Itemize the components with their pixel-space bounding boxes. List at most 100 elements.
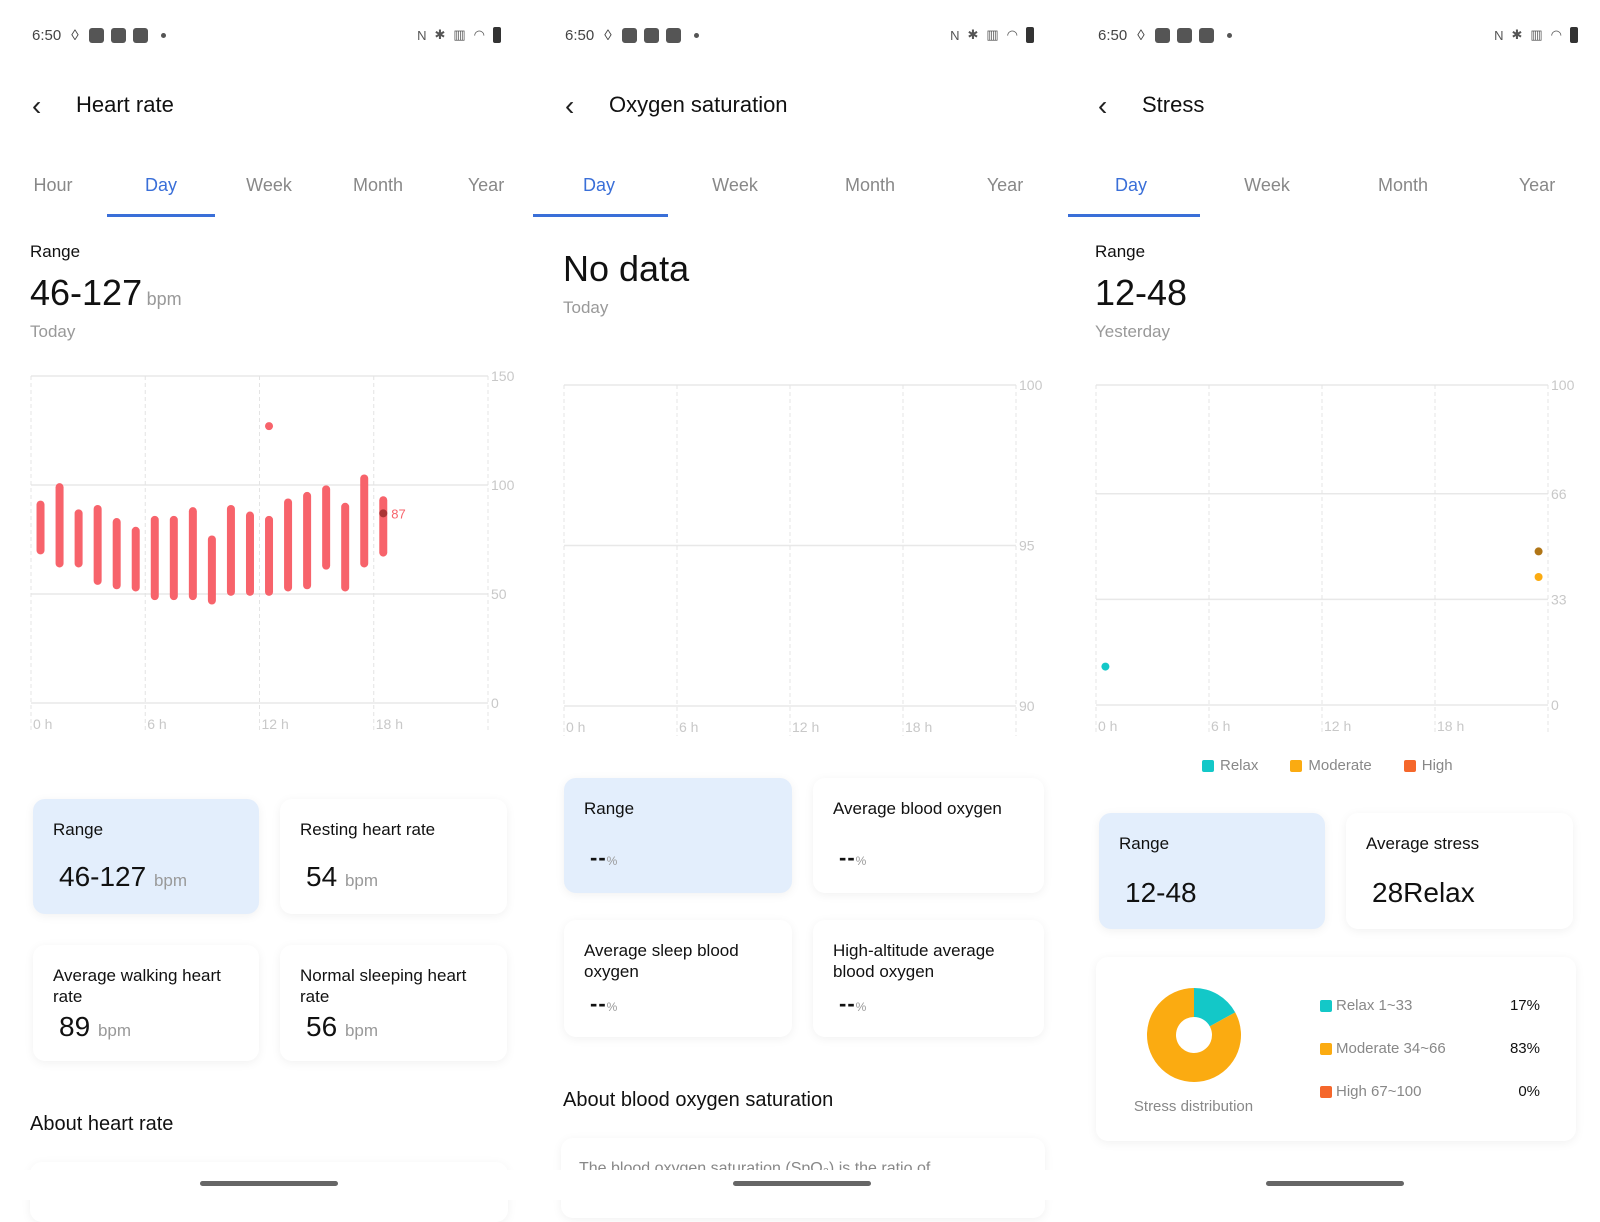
- stress-point: [1101, 662, 1110, 671]
- bluetooth-icon: ✱: [1511, 27, 1523, 42]
- notification-icon: [643, 27, 659, 43]
- tab-hour[interactable]: Hour: [33, 175, 73, 195]
- card-label: Average walking heart rate: [53, 966, 221, 1006]
- card-label: Range: [1119, 834, 1170, 853]
- oxygen-saturation-screen: 6:50 ◊ N ✱ ▥ ◠ ‹ Oxygen saturation Day Week…: [533, 0, 1066, 1218]
- legend-moderate: Moderate: [1290, 757, 1372, 774]
- card-unit: bpm: [153, 871, 188, 890]
- tab-year[interactable]: Year: [986, 175, 1024, 195]
- x-tick-label: 12 h: [792, 719, 819, 735]
- heart-rate-screen: 6:50 ◊ N ✱ ▥ ◠ ‹ Heart rate Hour Day Week M…: [0, 0, 533, 1222]
- x-tick-label: 18 h: [905, 719, 932, 735]
- tab-month[interactable]: Month: [1377, 175, 1429, 195]
- tab-day[interactable]: Day: [144, 175, 178, 195]
- y-tick-label: 90: [1019, 698, 1035, 714]
- range-card[interactable]: Range --%: [564, 778, 792, 893]
- card-label: Range: [53, 820, 104, 839]
- location-icon: ◊: [604, 26, 612, 44]
- distribution-label: Relax 1~33: [1336, 997, 1413, 1014]
- more-notifications-icon: [1226, 32, 1232, 38]
- distribution-row: Relax 1~33 17%: [1320, 997, 1540, 1014]
- oxygen-chart[interactable]: 90 95 100 0 h 6 h 12 h 18 h: [533, 360, 1066, 740]
- card-label: Average stress: [1366, 834, 1480, 853]
- y-tick-label: 66: [1551, 486, 1567, 502]
- tab-month[interactable]: Month: [844, 175, 896, 195]
- legend-relax: Relax: [1202, 757, 1258, 774]
- back-button[interactable]: ‹: [1098, 90, 1108, 121]
- distribution-percent: 17%: [1509, 997, 1540, 1014]
- card-unit: bpm: [344, 871, 379, 890]
- home-indicator[interactable]: [733, 1181, 871, 1186]
- stress-point: [1534, 547, 1543, 556]
- notification-icon: [88, 27, 104, 43]
- card-unit: %: [606, 1000, 618, 1014]
- heart-rate-chart[interactable]: 0 50 100 150 0 h 6 h 12 h 18 h 87: [0, 360, 533, 740]
- tab-month[interactable]: Month: [352, 175, 404, 195]
- page-title: Stress: [1142, 92, 1205, 117]
- notification-icon: [132, 27, 148, 43]
- resting-heart-rate-card[interactable]: Resting heart rate 54 bpm: [280, 799, 507, 914]
- vibrate-icon: ▥: [453, 27, 466, 42]
- x-tick-label: 0 h: [1098, 718, 1117, 734]
- distribution-label: Moderate 34~66: [1336, 1040, 1446, 1057]
- location-icon: ◊: [1137, 26, 1145, 44]
- distribution-percent: 0%: [1518, 1083, 1540, 1100]
- high-altitude-blood-oxygen-card[interactable]: High-altitude average blood oxygen --%: [813, 920, 1044, 1037]
- status-time: 6:50: [32, 26, 62, 44]
- walking-heart-rate-card[interactable]: Average walking heart rate 89 bpm: [33, 945, 259, 1061]
- range-card[interactable]: Range 12-48: [1099, 813, 1325, 929]
- vibrate-icon: ▥: [986, 27, 999, 42]
- y-tick-label: 33: [1551, 591, 1567, 607]
- card-value: --: [590, 845, 607, 870]
- summary-date: Yesterday: [1095, 322, 1170, 341]
- distribution-title: Stress distribution: [1133, 1098, 1254, 1115]
- range-card[interactable]: Range 46-127 bpm: [33, 799, 259, 914]
- active-tab-indicator: [533, 214, 668, 217]
- sleeping-heart-rate-card[interactable]: Normal sleeping heart rate 56 bpm: [280, 945, 507, 1061]
- summary-value: No data: [563, 248, 690, 289]
- card-value: --: [839, 845, 856, 870]
- home-indicator[interactable]: [1266, 1181, 1404, 1186]
- x-tick-label: 12 h: [262, 716, 289, 732]
- tab-week[interactable]: Week: [1244, 175, 1290, 195]
- y-tick-label: 0: [1551, 697, 1559, 713]
- tab-year[interactable]: Year: [1518, 175, 1556, 195]
- x-tick-label: 0 h: [33, 716, 52, 732]
- card-label: Resting heart rate: [300, 820, 436, 839]
- donut-slice: [1194, 988, 1236, 1027]
- card-label: Average blood oxygen: [833, 799, 1002, 818]
- about-heading: About blood oxygen saturation: [563, 1089, 834, 1111]
- tab-year[interactable]: Year: [467, 175, 505, 195]
- wifi-icon: ◠: [1006, 27, 1018, 42]
- page-title: Oxygen saturation: [609, 92, 788, 117]
- card-value: 89: [59, 1011, 91, 1042]
- tab-day[interactable]: Day: [1114, 175, 1148, 195]
- tab-week[interactable]: Week: [246, 175, 292, 195]
- legend-swatch: [1320, 999, 1332, 1012]
- home-indicator[interactable]: [200, 1181, 338, 1186]
- nfc-icon: N: [950, 27, 960, 43]
- back-button[interactable]: ‹: [32, 90, 42, 121]
- card-value: --: [590, 991, 607, 1016]
- sleep-blood-oxygen-card[interactable]: Average sleep blood oxygen --%: [564, 920, 792, 1037]
- back-button[interactable]: ‹: [565, 90, 575, 121]
- y-tick-label: 150: [491, 368, 515, 384]
- stress-chart[interactable]: 0 33 66 100 0 h 6 h 12 h 18 h: [1066, 360, 1600, 740]
- average-stress-card[interactable]: Average stress 28Relax: [1346, 813, 1573, 929]
- card-value: 56: [306, 1011, 338, 1042]
- tab-day[interactable]: Day: [582, 175, 616, 195]
- status-time: 6:50: [1098, 26, 1128, 44]
- average-blood-oxygen-card[interactable]: Average blood oxygen --%: [813, 778, 1044, 893]
- active-tab-indicator: [1068, 214, 1200, 217]
- card-label: Average sleep blood oxygen: [584, 941, 739, 981]
- x-tick-label: 0 h: [566, 719, 585, 735]
- card-label: Normal sleeping heart rate: [300, 966, 467, 1006]
- tab-week[interactable]: Week: [712, 175, 758, 195]
- more-notifications-icon: [160, 32, 166, 38]
- card-value: 12-48: [1125, 877, 1197, 908]
- y-tick-label: 0: [491, 695, 499, 711]
- stress-distribution-card[interactable]: Stress distribution Relax 1~33 17% Moderat…: [1096, 957, 1576, 1141]
- card-unit: bpm: [97, 1021, 132, 1040]
- notification-icon: [1198, 27, 1214, 43]
- card-value: --: [839, 991, 856, 1016]
